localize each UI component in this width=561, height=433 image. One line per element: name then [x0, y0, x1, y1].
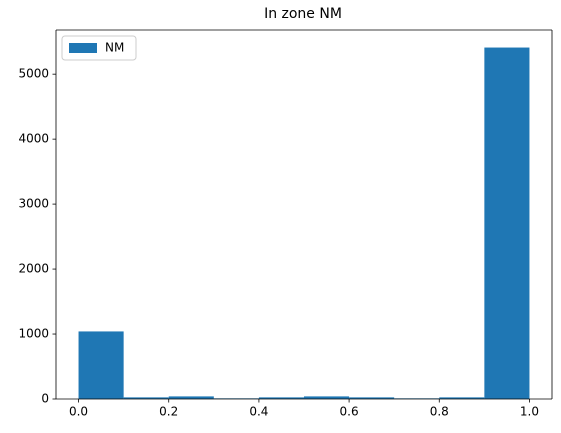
y-tick-label: 0: [41, 392, 49, 406]
y-tick-label: 4000: [18, 132, 49, 146]
x-tick-label: 1.0: [520, 405, 539, 419]
legend-label: NM: [105, 41, 124, 55]
legend-swatch: [69, 43, 97, 53]
chart-title: In zone NM: [264, 6, 342, 22]
legend-box: [61, 35, 137, 61]
y-tick-label: 3000: [18, 197, 49, 211]
x-tick-label: 0.0: [69, 405, 88, 419]
bar: [168, 396, 214, 399]
x-tick-label: 0.8: [430, 405, 449, 419]
bar: [123, 397, 169, 399]
bar: [258, 397, 304, 399]
x-tick-label: 0.4: [249, 405, 268, 419]
bar: [439, 397, 485, 399]
bar: [349, 397, 395, 399]
y-tick-label: 5000: [18, 67, 49, 81]
bar: [304, 396, 350, 399]
bar: [78, 331, 124, 399]
x-tick-label: 0.6: [340, 405, 359, 419]
bar: [484, 47, 530, 399]
y-tick-label: 1000: [18, 327, 49, 341]
y-tick-label: 2000: [18, 262, 49, 276]
x-tick-label: 0.2: [159, 405, 178, 419]
